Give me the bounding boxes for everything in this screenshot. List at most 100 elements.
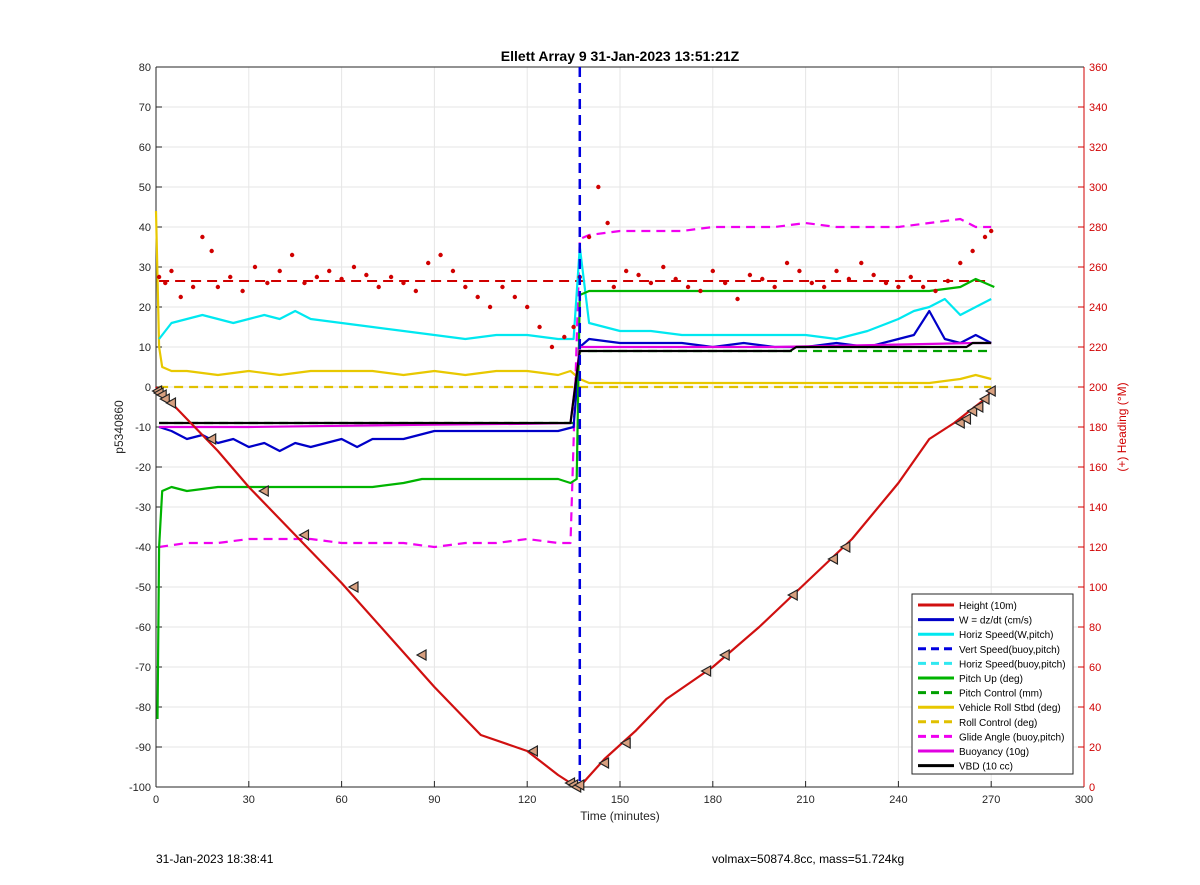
heading-point [240, 288, 245, 294]
heading-point [562, 334, 567, 340]
y-tick-label: -50 [135, 582, 151, 594]
heading-point [209, 248, 214, 254]
heading-point [401, 280, 406, 286]
height-marker [839, 540, 851, 554]
heading-point [413, 288, 419, 294]
y-tick-label: -30 [135, 502, 151, 514]
y2-tick-label: 200 [1089, 382, 1107, 394]
x-tick-label: 0 [153, 794, 159, 806]
heading-point [685, 284, 691, 290]
height-marker [960, 412, 972, 426]
heading-point [525, 304, 530, 310]
y2-tick-label: 140 [1089, 502, 1107, 514]
legend-label-height: Height (10m) [959, 601, 1017, 612]
footer-timestamp: 31-Jan-2023 18:38:41 [156, 852, 274, 866]
heading-point [277, 268, 282, 274]
y-tick-label: 70 [139, 102, 151, 114]
x-tick-label: 270 [982, 794, 1000, 806]
x-tick-label: 90 [428, 794, 440, 806]
height-marker [258, 484, 269, 498]
legend-label-pitch_control: Pitch Control (mm) [959, 689, 1042, 700]
height-marker [827, 552, 839, 566]
heading-point [648, 280, 654, 286]
legend-label-vbd: VBD (10 cc) [959, 762, 1013, 773]
heading-point [661, 264, 666, 270]
y2-axis-label: (+) Heading (°M) [1115, 382, 1129, 471]
height-marker [527, 744, 538, 758]
footer-vehicle-info: volmax=50874.8cc, mass=51.724kg [712, 852, 905, 866]
height-marker [966, 404, 978, 418]
heading-point [549, 344, 555, 350]
height-marker [786, 588, 798, 602]
heading-point [920, 284, 926, 290]
heading-point [908, 274, 913, 280]
heading-point [611, 284, 617, 290]
legend-label-roll: Vehicle Roll Stbd (deg) [959, 703, 1061, 714]
chart-title: Ellett Array 9 31-Jan-2023 13:51:21Z [501, 48, 740, 64]
y2-tick-label: 60 [1089, 662, 1101, 674]
y-tick-label: 50 [139, 182, 151, 194]
heading-point [722, 280, 728, 286]
heading-point [623, 268, 629, 274]
height-marker [619, 736, 631, 750]
y-tick-label: 10 [139, 342, 151, 354]
y2-tick-label: 300 [1089, 182, 1107, 194]
heading-point [339, 276, 344, 282]
legend-label-pitch: Pitch Up (deg) [959, 674, 1023, 685]
heading-point [809, 280, 814, 286]
height-marker [298, 528, 310, 542]
heading-point [265, 280, 270, 286]
y-tick-label: 30 [139, 262, 151, 274]
height-marker [978, 392, 990, 406]
heading-point [797, 268, 802, 274]
height-marker [205, 432, 217, 446]
heading-point [735, 296, 740, 302]
y2-tick-label: 40 [1089, 702, 1101, 714]
heading-point [846, 276, 852, 282]
heading-point [487, 304, 493, 310]
labels: 0 30 60 90 120 150 180 210 240 270 300807060504030… [129, 62, 1107, 806]
y-tick-label: 0 [145, 382, 151, 394]
heading-point [673, 276, 678, 282]
y2-tick-label: 80 [1089, 622, 1101, 634]
heading-point [784, 260, 790, 266]
heading-point [156, 274, 162, 280]
height-marker [984, 384, 996, 398]
y-tick-label: -60 [135, 622, 151, 634]
heading-point [772, 284, 777, 290]
heading-point [351, 264, 357, 270]
height-marker [165, 396, 177, 410]
height-marker [598, 756, 610, 770]
heading-point [760, 276, 765, 282]
y-axis-label: p5340860 [112, 400, 126, 454]
heading-point [215, 284, 221, 290]
heading-point [500, 284, 505, 290]
y2-tick-label: 280 [1089, 222, 1107, 234]
height-marker [415, 648, 427, 662]
heading-point [450, 268, 456, 274]
x-axis-label: Time (minutes) [580, 809, 660, 823]
height-marker [972, 400, 984, 414]
heading-point [376, 284, 381, 290]
legend-label-horiz_buoy: Horiz Speed(buoy,pitch) [959, 659, 1066, 670]
heading-point [970, 248, 975, 254]
y2-tick-label: 180 [1089, 422, 1107, 434]
y-tick-label: -100 [129, 782, 151, 794]
heading-point [169, 268, 174, 274]
y2-tick-label: 160 [1089, 462, 1107, 474]
heading-point [163, 280, 168, 286]
heading-point [698, 288, 703, 294]
y2-tick-label: 320 [1089, 142, 1107, 154]
legend-label-roll_control: Roll Control (deg) [959, 718, 1037, 729]
heading-point [537, 324, 542, 330]
y-tick-label: -90 [135, 742, 151, 754]
heading-point [989, 228, 994, 234]
heading-point [178, 294, 183, 300]
heading-point [571, 324, 576, 330]
series-line-roll [154, 210, 992, 385]
legend-box [911, 593, 1074, 775]
heading-point [710, 268, 715, 274]
x-tick-label: 240 [889, 794, 907, 806]
x-tick-label: 30 [243, 794, 255, 806]
heading-point [933, 288, 938, 294]
